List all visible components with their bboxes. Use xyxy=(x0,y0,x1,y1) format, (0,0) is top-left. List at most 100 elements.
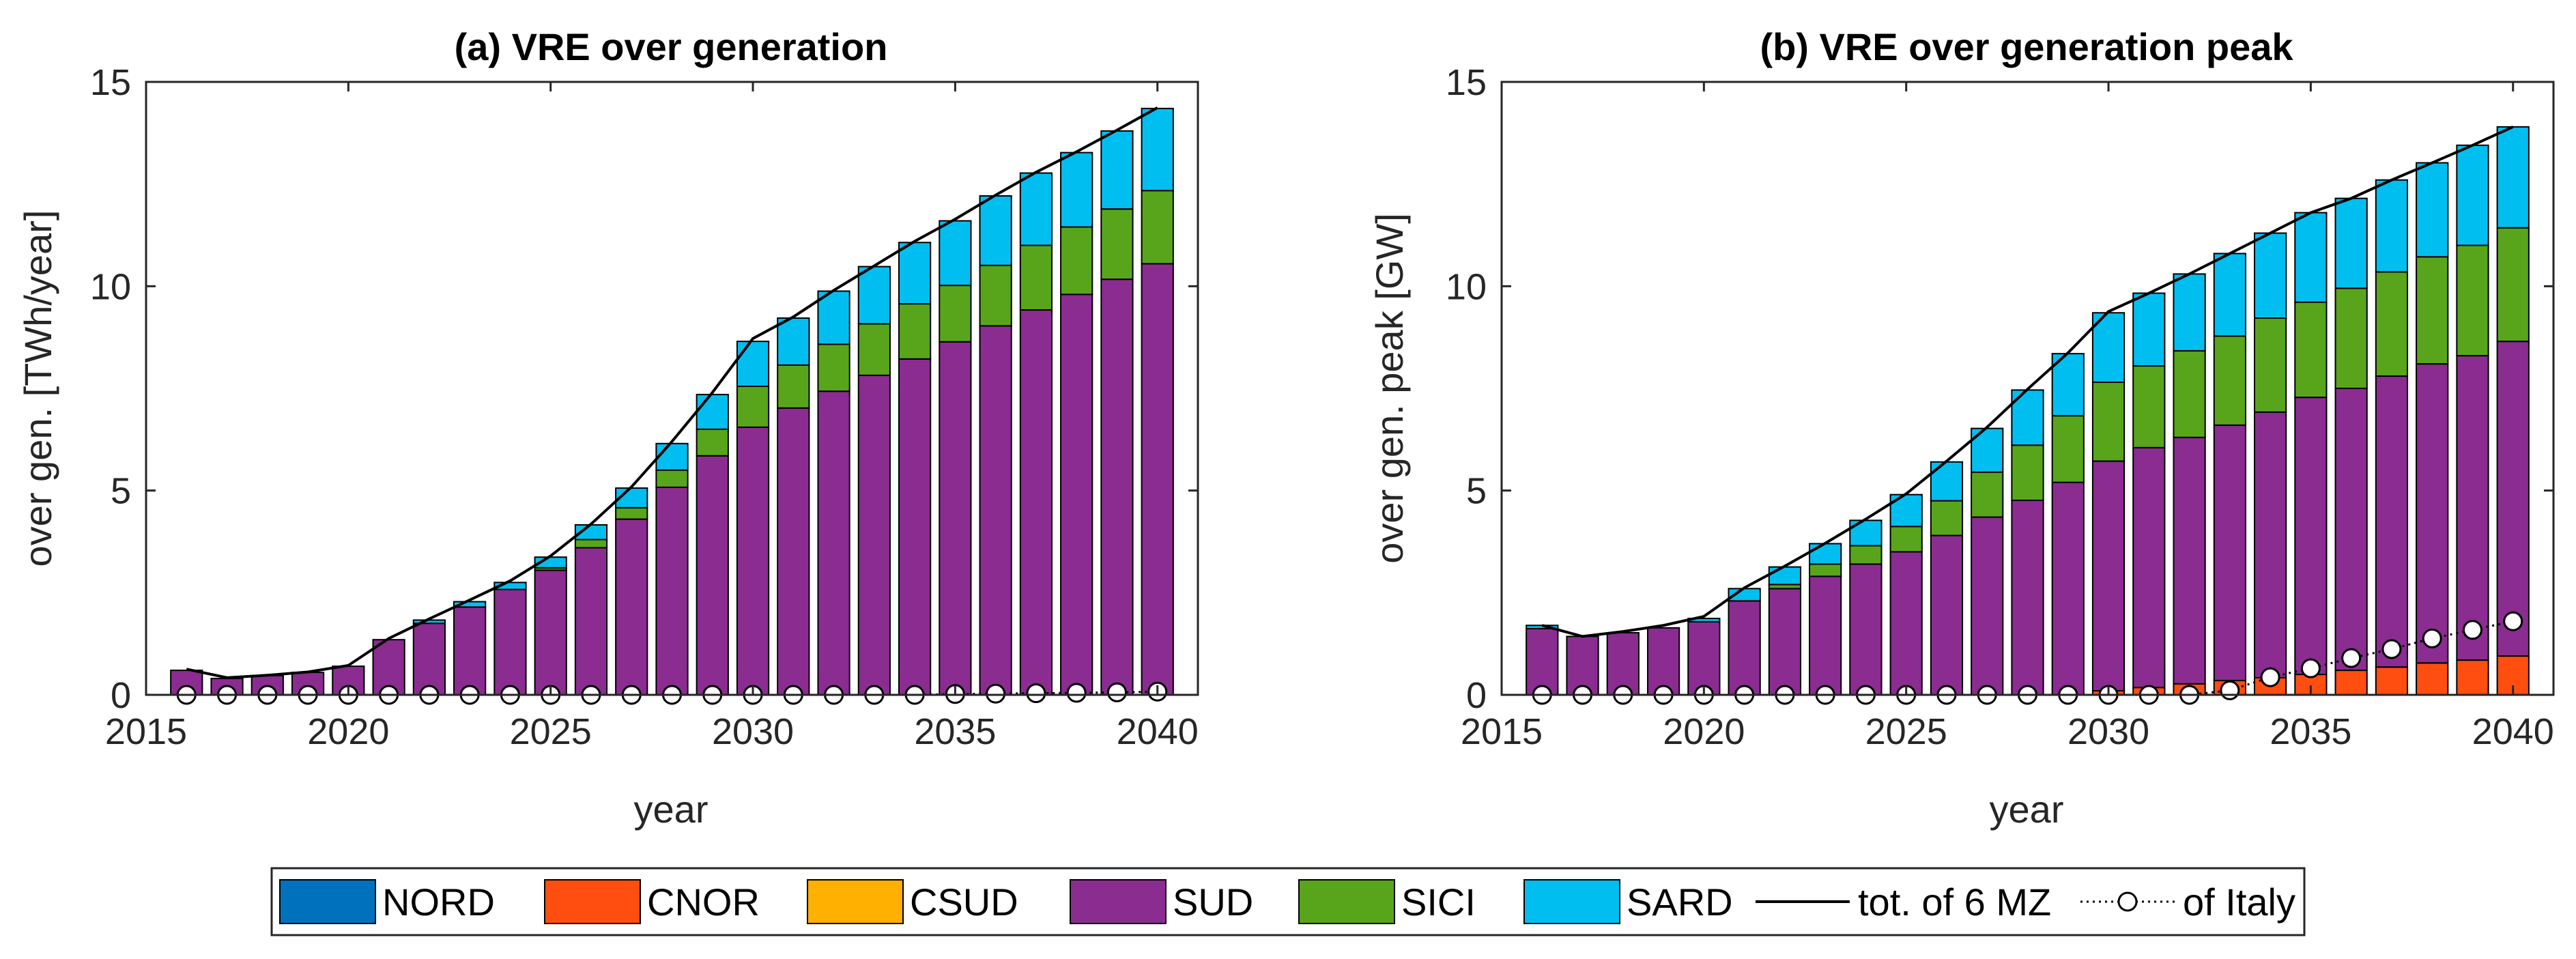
bar-sud-2031 xyxy=(777,407,810,696)
legend-label-sici: SICI xyxy=(1401,881,1476,924)
x-tick-label: 2020 xyxy=(307,711,389,752)
bar-sici-2040 xyxy=(2496,227,2530,343)
bar-sud-2040 xyxy=(2496,341,2530,657)
x-tick-label: 2040 xyxy=(1117,711,1199,752)
bar-sard-2035 xyxy=(2294,212,2328,303)
bar-sard-2039 xyxy=(1100,130,1134,210)
bar-sici-2032 xyxy=(2173,349,2206,438)
x-tick-label: 2025 xyxy=(510,711,592,752)
bar-sici-2037 xyxy=(2375,271,2409,377)
x-tick-label: 2035 xyxy=(914,711,996,752)
x-tick-label: 2015 xyxy=(105,711,187,752)
bar-sici-2031 xyxy=(777,364,810,409)
chart-title-b: (b) VRE over generation peak xyxy=(1760,25,2293,68)
legend-swatch-sici xyxy=(1298,879,1395,924)
bar-sard-2026 xyxy=(1930,461,1964,502)
bar-sud-2020 xyxy=(1687,620,1721,696)
x-tick-label: 2040 xyxy=(2472,711,2554,752)
bar-sard-2037 xyxy=(1019,172,1053,246)
bar-sud-2024 xyxy=(1849,563,1883,696)
bar-sici-2037 xyxy=(1019,244,1053,311)
legend-label-sud: SUD xyxy=(1173,881,1253,924)
legend-item-cnor: CNOR xyxy=(544,879,760,924)
legend-swatch-sud xyxy=(1070,879,1167,924)
bar-sici-2035 xyxy=(939,285,972,343)
bar-sud-2019 xyxy=(1646,627,1680,696)
line-tot-6mz xyxy=(186,106,1158,679)
bar-sici-2029 xyxy=(696,428,729,457)
bar-sard-2027 xyxy=(615,487,648,509)
bar-sard-2029 xyxy=(696,393,729,430)
bar-sard-2036 xyxy=(979,195,1012,266)
y-tick-label: 5 xyxy=(1466,471,1487,512)
bar-sard-2022 xyxy=(1768,566,1801,586)
chart-panel-a: (a) VRE over generation 2015 2020 2025 2030… xyxy=(16,25,1199,831)
marker-italy-2037 xyxy=(2381,639,2402,659)
legend-item-sici: SICI xyxy=(1298,879,1476,924)
bar-sud-2029 xyxy=(2051,481,2085,696)
bar-sici-2039 xyxy=(2456,244,2489,357)
bar-sud-2038 xyxy=(1060,294,1093,696)
bar-sici-2030 xyxy=(2091,382,2126,462)
bar-sard-2030 xyxy=(736,341,770,388)
bar-sici-2028 xyxy=(2011,444,2044,502)
y-tick-label: 10 xyxy=(90,266,131,307)
legend: NORD CNOR CSUD SUD SICI SARD tot. of 6 MZ of It… xyxy=(270,867,2306,936)
bar-sud-2035 xyxy=(939,341,972,696)
y-tick-label: 0 xyxy=(111,675,131,716)
bar-sud-2023 xyxy=(453,606,487,696)
bar-sud-2016 xyxy=(1526,628,1559,696)
bar-sici-2030 xyxy=(736,386,770,428)
bar-sici-2034 xyxy=(898,303,932,360)
bar-sud-2034 xyxy=(2254,411,2287,678)
bar-sard-2038 xyxy=(2416,162,2449,258)
y-axis-label-b: over gen. peak [GW] xyxy=(1368,213,1411,564)
marker-italy-2039 xyxy=(2462,620,2482,640)
plot-frame-b xyxy=(1500,81,2555,696)
bar-sici-2023 xyxy=(1809,563,1842,577)
bar-sud-2030 xyxy=(736,426,770,696)
bar-sard-2037 xyxy=(2375,179,2409,273)
bar-sud-2022 xyxy=(1768,588,1801,696)
marker-italy-2040 xyxy=(2503,611,2523,631)
bar-sud-2023 xyxy=(1809,575,1842,696)
y-tick-label: 15 xyxy=(1446,62,1487,103)
bar-sud-2022 xyxy=(412,622,446,696)
legend-item-italy: of Italy xyxy=(2080,881,2295,924)
legend-items: NORD CNOR CSUD SUD SICI SARD tot. of 6 MZ of It… xyxy=(279,879,2295,924)
legend-label-tot: tot. of 6 MZ xyxy=(1858,881,2051,924)
bar-sici-2027 xyxy=(615,506,648,520)
bar-sici-2031 xyxy=(2132,365,2166,448)
x-tick-label: 2020 xyxy=(1663,711,1745,752)
marker-italy-2036 xyxy=(986,683,1006,704)
ticks-b: 2015 2020 2025 2030 2035 2040 0 5 10 15 xyxy=(1446,62,2554,752)
legend-item-tot: tot. of 6 MZ xyxy=(1756,881,2051,924)
bar-sard-2040 xyxy=(2496,126,2530,229)
bar-cnor-2038 xyxy=(2416,662,2449,696)
bar-sard-2039 xyxy=(2456,144,2489,246)
legend-swatch-cnor xyxy=(544,879,641,924)
bar-sud-2038 xyxy=(2416,363,2449,664)
bar-sard-2038 xyxy=(1060,152,1093,228)
bar-sard-2032 xyxy=(817,290,850,345)
bar-sici-2040 xyxy=(1141,190,1174,265)
bar-sici-2033 xyxy=(2213,335,2246,426)
legend-item-sud: SUD xyxy=(1070,879,1253,924)
bar-sard-2024 xyxy=(493,582,527,590)
legend-swatch-csud xyxy=(807,879,904,924)
chart-panel-b: (b) VRE over generation peak 2015 2020 202… xyxy=(1368,25,2555,831)
bar-sud-2032 xyxy=(2173,436,2206,685)
bar-sici-2038 xyxy=(2416,256,2449,365)
bar-sard-2031 xyxy=(777,317,810,366)
bar-sici-2029 xyxy=(2051,415,2085,483)
legend-swatch-italy-marker xyxy=(2117,891,2138,912)
bar-sud-2027 xyxy=(1971,516,2004,696)
chart-title-a: (a) VRE over generation xyxy=(455,25,888,68)
legend-item-sard: SARD xyxy=(1523,879,1733,924)
bar-sud-2037 xyxy=(1019,309,1053,696)
bar-sud-2036 xyxy=(2334,388,2368,672)
marker-italy-2038 xyxy=(2422,628,2442,648)
bar-sici-2026 xyxy=(1930,500,1964,536)
bars-a xyxy=(170,107,1174,696)
bar-sici-2026 xyxy=(574,539,608,549)
